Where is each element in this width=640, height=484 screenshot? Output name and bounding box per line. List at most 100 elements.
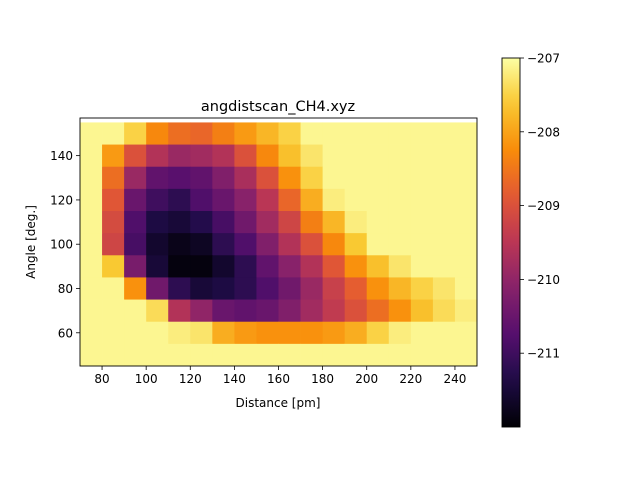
heatmap-cell: [234, 255, 257, 278]
heatmap-cell: [102, 122, 125, 145]
heatmap-cell: [146, 144, 169, 168]
heatmap-cell: [234, 122, 257, 145]
colorbar-tick-label: −210: [527, 273, 560, 287]
heatmap-cell: [168, 122, 191, 145]
heatmap-cell: [344, 211, 368, 234]
heatmap-cell: [344, 166, 368, 190]
y-tick-label: 100: [50, 238, 73, 252]
heatmap-cell: [322, 343, 346, 367]
heatmap-cell: [190, 188, 213, 212]
colorbar: [501, 57, 521, 428]
heatmap-cell: [102, 255, 125, 278]
heatmap-cell: [278, 144, 301, 168]
heatmap-cell: [322, 144, 346, 168]
colorbar-ticks: −207 −208 −209 −210 −211: [520, 52, 560, 361]
heatmap-cell: [366, 233, 390, 256]
heatmap-cell: [146, 277, 169, 300]
heatmap-cell: [234, 343, 257, 367]
heatmap-cell: [234, 188, 257, 212]
heatmap-cell: [168, 188, 191, 212]
heatmap-cell: [80, 233, 103, 256]
heatmap-cell: [190, 166, 213, 190]
x-tick-label: 160: [267, 372, 290, 386]
x-tick-label: 240: [443, 372, 466, 386]
heatmap-cell: [80, 144, 103, 168]
heatmap-cell: [322, 233, 346, 256]
heatmap-cell: [80, 299, 103, 323]
heatmap-cell: [300, 166, 324, 190]
heatmap-cell: [454, 122, 478, 145]
heatmap-cell: [432, 321, 456, 345]
colorbar-tick-label: −211: [527, 347, 560, 361]
heatmap-cell: [168, 321, 191, 345]
heatmap-cell: [322, 299, 346, 323]
heatmap-cell: [146, 299, 169, 323]
heatmap-cell: [410, 321, 434, 345]
heatmap-cell: [190, 122, 213, 145]
heatmap-cell: [124, 166, 147, 190]
heatmap-cell: [344, 343, 368, 367]
heatmap-cell: [410, 343, 434, 367]
heatmap-cell: [366, 321, 390, 345]
heatmap-cell: [344, 144, 368, 168]
heatmap-cell: [212, 299, 235, 323]
heatmap-cell: [344, 233, 368, 256]
heatmap-cell: [190, 144, 213, 168]
colorbar-tick-label: −208: [527, 125, 560, 139]
heatmap-cell: [432, 299, 456, 323]
colorbar-tick-label: −209: [527, 199, 560, 213]
heatmap-cell: [322, 166, 346, 190]
heatmap-cell: [190, 343, 213, 367]
heatmap-cell: [168, 255, 191, 278]
colorbar-tick-label: −207: [527, 52, 560, 66]
heatmap-cell: [344, 255, 368, 278]
heatmap-cell: [102, 299, 125, 323]
heatmap-cell: [432, 122, 456, 145]
heatmap-cell: [278, 188, 301, 212]
y-tick-label: 120: [50, 193, 73, 207]
heatmap-cell: [344, 122, 368, 145]
heatmap-cell: [300, 299, 324, 323]
heatmap-cell: [300, 343, 324, 367]
heatmap-cell: [410, 277, 434, 300]
heatmap-cell: [168, 299, 191, 323]
heatmap-cell: [366, 211, 390, 234]
heatmap-cell: [256, 299, 279, 323]
heatmap-cell: [410, 255, 434, 278]
heatmap-cell: [344, 321, 368, 345]
heatmap-cell: [212, 255, 235, 278]
heatmap-cell: [432, 277, 456, 300]
heatmap-cell: [212, 277, 235, 300]
heatmap-cell: [124, 321, 147, 345]
heatmap-cell: [168, 211, 191, 234]
heatmap-cell: [80, 211, 103, 234]
heatmap-cell: [454, 144, 478, 168]
heatmap-cell: [300, 144, 324, 168]
heatmap-cell: [234, 233, 257, 256]
heatmap-cell: [256, 343, 279, 367]
heatmap-cell: [388, 255, 412, 278]
heatmap-cell: [322, 211, 346, 234]
heatmap-cell: [432, 211, 456, 234]
heatmap-cell: [410, 299, 434, 323]
heatmap-cell: [124, 277, 147, 300]
heatmap-cell: [146, 166, 169, 190]
heatmap-cell: [146, 343, 169, 367]
x-tick-label: 220: [399, 372, 422, 386]
heatmap-cell: [124, 144, 147, 168]
heatmap-cell: [146, 122, 169, 145]
heatmap-cell: [432, 166, 456, 190]
heatmap-cell: [432, 233, 456, 256]
heatmap-cell: [212, 211, 235, 234]
heatmap-cell: [234, 299, 257, 323]
heatmap-cell: [80, 166, 103, 190]
heatmap-cells: [80, 122, 478, 367]
heatmap-cell: [344, 188, 368, 212]
chart-title: angdistscan_CH4.xyz: [201, 99, 355, 115]
heatmap-cell: [344, 299, 368, 323]
heatmap-cell: [432, 255, 456, 278]
heatmap-cell: [322, 277, 346, 300]
heatmap-cell: [168, 166, 191, 190]
heatmap-cell: [146, 321, 169, 345]
